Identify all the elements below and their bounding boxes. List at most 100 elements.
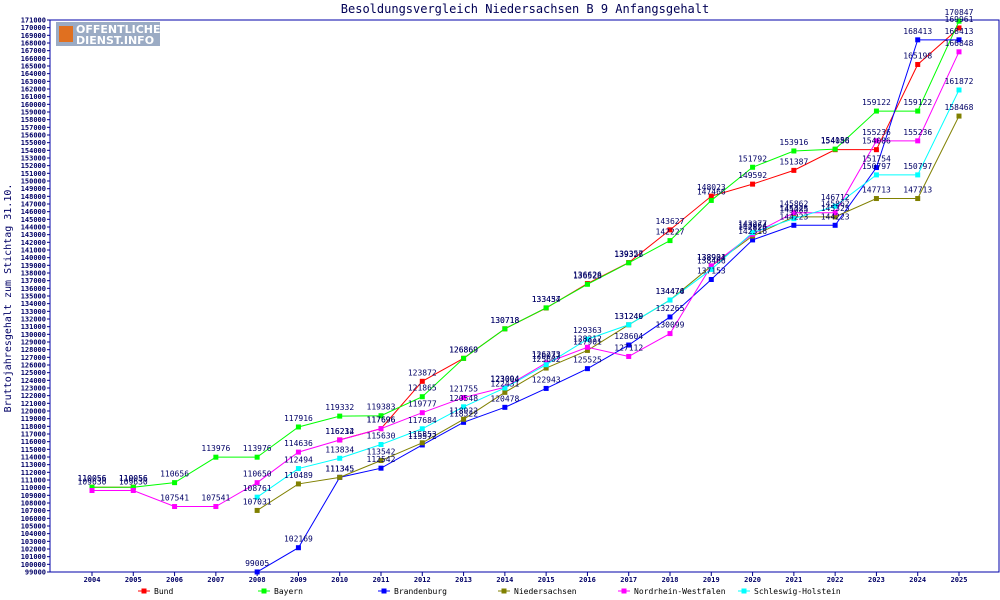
data-point [337, 474, 343, 480]
series-schleswig-holstein [254, 87, 962, 500]
data-point [832, 146, 838, 152]
data-point [543, 385, 549, 391]
x-tick-label: 2005 [125, 576, 142, 584]
data-label: 116234 [325, 427, 354, 436]
y-tick-label: 154000 [21, 147, 46, 155]
data-label: 122431 [490, 379, 519, 388]
data-point [461, 419, 467, 425]
y-tick-label: 115000 [21, 446, 46, 454]
y-tick-label: 112000 [21, 469, 46, 477]
data-label: 143627 [656, 217, 685, 226]
data-label: 113976 [243, 444, 272, 453]
data-point [337, 437, 343, 443]
data-point [502, 404, 508, 410]
data-point [708, 193, 714, 199]
data-point [708, 276, 714, 282]
y-tick-label: 117000 [21, 431, 46, 439]
data-point [89, 484, 95, 490]
data-point [254, 454, 260, 460]
data-label: 134474 [656, 287, 685, 296]
x-tick-label: 2016 [579, 576, 596, 584]
data-label: 153916 [779, 138, 808, 147]
data-point [502, 326, 508, 332]
x-tick-label: 2021 [785, 576, 802, 584]
data-point [626, 322, 632, 328]
data-label: 147713 [903, 186, 932, 195]
data-point [419, 426, 425, 432]
x-tick-label: 2022 [827, 576, 844, 584]
data-label: 132265 [656, 304, 685, 313]
data-label: 145085 [779, 206, 808, 215]
data-point [667, 297, 673, 303]
x-tick-label: 2023 [868, 576, 885, 584]
data-label: 139328 [614, 250, 643, 259]
y-tick-label: 152000 [21, 162, 46, 170]
data-point [750, 237, 756, 243]
data-point [543, 305, 549, 311]
data-point [254, 507, 260, 513]
data-label: 130718 [490, 316, 519, 325]
data-point [254, 569, 260, 575]
y-tick-label: 144000 [21, 224, 46, 232]
data-label: 166848 [945, 39, 974, 48]
data-point [543, 362, 549, 368]
legend-marker [381, 588, 387, 594]
data-point [873, 165, 879, 171]
y-tick-label: 119000 [21, 415, 46, 423]
data-label: 108761 [243, 484, 272, 493]
y-tick-label: 106000 [21, 515, 46, 523]
data-point [461, 404, 467, 410]
data-point [956, 87, 962, 93]
y-tick-label: 156000 [21, 132, 46, 140]
data-label: 115853 [408, 430, 437, 439]
series-line [256, 39, 959, 573]
data-point [502, 389, 508, 395]
y-tick-label: 150000 [21, 178, 46, 186]
data-label: 119777 [408, 400, 437, 409]
data-label: 149592 [738, 171, 767, 180]
data-label: 113834 [325, 445, 354, 454]
data-point [584, 281, 590, 287]
data-label: 127901 [573, 337, 602, 346]
data-label: 126869 [449, 345, 478, 354]
legend-label: Nordrhein-Westfalen [634, 587, 726, 596]
data-label: 151387 [779, 157, 808, 166]
data-point [295, 424, 301, 430]
data-label: 119383 [367, 403, 396, 412]
data-label: 119332 [325, 403, 354, 412]
y-tick-label: 146000 [21, 208, 46, 216]
data-point [873, 138, 879, 144]
y-axis-label: Bruttojahresgehalt zum Stichtag 31.10. [3, 184, 14, 413]
data-label: 121865 [408, 384, 437, 393]
data-label: 143277 [738, 220, 767, 229]
y-tick-label: 167000 [21, 47, 46, 55]
x-tick-label: 2004 [84, 576, 101, 584]
data-label: 126037 [532, 352, 561, 361]
data-point [956, 18, 962, 24]
y-tick-label: 131000 [21, 323, 46, 331]
y-tick-label: 99000 [25, 569, 46, 577]
data-label: 121755 [449, 385, 478, 394]
x-tick-label: 2006 [166, 576, 183, 584]
data-label: 145862 [821, 200, 850, 209]
data-label: 110656 [160, 470, 189, 479]
x-tick-label: 2010 [331, 576, 348, 584]
data-label: 117696 [367, 416, 396, 425]
data-point [915, 61, 921, 67]
data-point [378, 442, 384, 448]
data-label: 123094 [490, 374, 519, 383]
data-label: 159122 [903, 98, 932, 107]
series-line [92, 20, 960, 488]
y-tick-label: 123000 [21, 385, 46, 393]
y-tick-label: 170000 [21, 24, 46, 32]
data-label: 133457 [532, 295, 561, 304]
y-tick-label: 162000 [21, 86, 46, 94]
data-label: 145325 [821, 204, 850, 213]
legend-label: Bund [154, 587, 173, 596]
data-point [337, 413, 343, 419]
data-point [832, 214, 838, 220]
data-label: 144223 [779, 212, 808, 221]
data-point [130, 488, 136, 494]
data-label: 126273 [532, 350, 561, 359]
data-point [172, 480, 178, 486]
